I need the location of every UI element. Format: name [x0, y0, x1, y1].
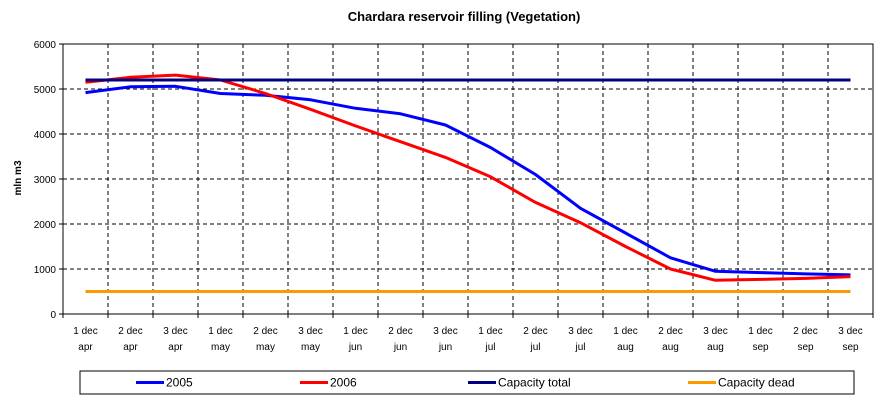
- legend-label: 2005: [166, 376, 193, 390]
- x-tick-label: jul: [484, 342, 495, 353]
- x-tick-label: 1 dec: [613, 326, 637, 337]
- x-tick-label: may: [256, 342, 275, 353]
- x-tick-label: 2 dec: [658, 326, 682, 337]
- legend-box: [79, 370, 855, 395]
- x-tick-label: 2 dec: [793, 326, 817, 337]
- y-axis-label: mln m3: [13, 160, 24, 195]
- y-tick-label: 1000: [34, 265, 57, 276]
- x-tick-label: jun: [393, 342, 407, 353]
- plot-area: 0 1000 2000 3000 4000 5000 6000 1 dec apr 2 dec ap…: [34, 40, 874, 353]
- y-tick-label: 4000: [34, 130, 57, 141]
- x-tick-label: jun: [438, 342, 452, 353]
- x-tick-label: 2 dec: [253, 326, 277, 337]
- x-tick-label: aug: [707, 342, 724, 353]
- x-tick-label: sep: [752, 342, 769, 353]
- x-tick-label: 1 dec: [343, 326, 367, 337]
- x-tick-label: sep: [842, 342, 859, 353]
- x-tick-label: 3 dec: [163, 326, 187, 337]
- x-tick-label: apr: [168, 342, 183, 353]
- y-tick-label: 2000: [34, 220, 57, 231]
- x-tick-label: jul: [529, 342, 540, 353]
- x-tick-label: 3 dec: [838, 326, 862, 337]
- legend-label: Capacity total: [498, 376, 571, 390]
- legend-label: 2006: [330, 376, 357, 390]
- x-tick-label: 1 dec: [208, 326, 232, 337]
- x-tick-label: sep: [797, 342, 814, 353]
- chart-title: Chardara reservoir filling (Vegetation): [348, 9, 581, 24]
- x-tick-label: 1 dec: [478, 326, 502, 337]
- y-tick-label: 6000: [34, 40, 57, 51]
- y-tick-label: 3000: [34, 175, 57, 186]
- x-tick-label: apr: [123, 342, 138, 353]
- legend: 2005 2006 Capacity total Capacity dead: [79, 370, 855, 395]
- x-tick-label: 2 dec: [388, 326, 412, 337]
- series-line: [85, 84, 851, 277]
- x-tick-label: 3 dec: [703, 326, 727, 337]
- x-tick-label: 3 dec: [298, 326, 322, 337]
- x-tick-label: 2 dec: [118, 326, 142, 337]
- x-tick-label: 3 dec: [433, 326, 457, 337]
- x-tick-label: apr: [78, 342, 93, 353]
- x-tick-label: jul: [574, 342, 585, 353]
- legend-label: Capacity dead: [718, 376, 795, 390]
- x-tick-label: 2 dec: [523, 326, 547, 337]
- x-tick-label: aug: [662, 342, 679, 353]
- x-tick-label: jun: [348, 342, 362, 353]
- x-tick-label: 1 dec: [73, 326, 97, 337]
- x-tick-label: may: [211, 342, 230, 353]
- y-tick-label: 5000: [34, 85, 57, 96]
- y-tick-label: 0: [50, 310, 56, 321]
- x-tick-label: may: [301, 342, 320, 353]
- x-tick-label: 1 dec: [748, 326, 772, 337]
- x-tick-label: 3 dec: [568, 326, 592, 337]
- x-tick-label: aug: [617, 342, 634, 353]
